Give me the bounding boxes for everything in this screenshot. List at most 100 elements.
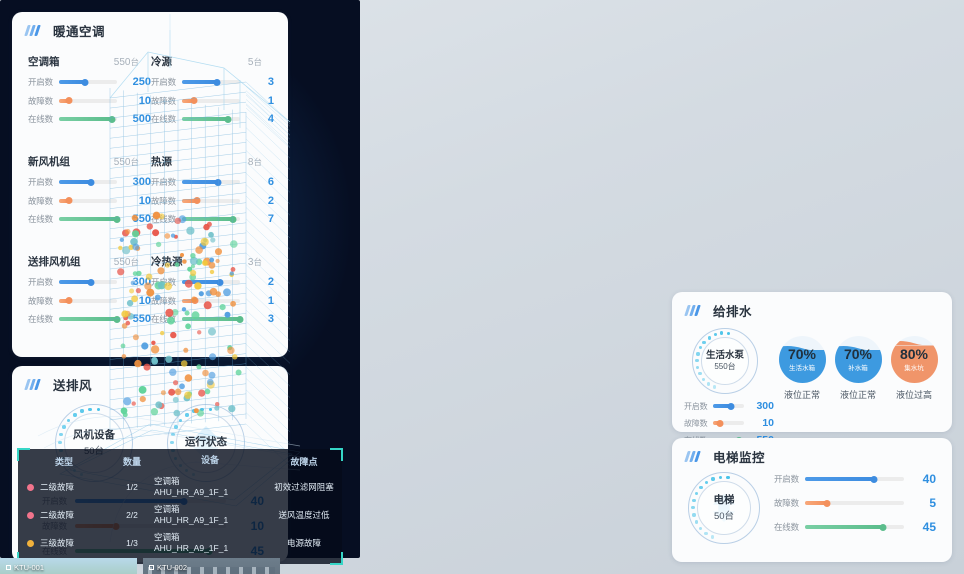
metric-track[interactable] [182,215,240,223]
metric-label: 在线数 [28,114,53,124]
metric-value: 5 [929,496,936,510]
metric-knob[interactable] [81,78,89,86]
metric-knob[interactable] [87,178,95,186]
metric-track[interactable] [805,523,904,531]
severity-dot-icon [27,483,34,491]
metric-track[interactable] [713,402,744,410]
metric-value: 300 [756,400,774,412]
metric-knob[interactable] [214,178,222,186]
metric-knob[interactable] [113,315,121,323]
metric-knob[interactable] [823,499,831,507]
camera-cell[interactable]: KTU-002地下室机房15:20:30 [143,558,280,574]
metric-track[interactable] [59,178,117,186]
metric-knob[interactable] [65,97,73,104]
hvac-group-total: 550台 [113,157,139,168]
metric-knob[interactable] [727,402,735,410]
metric-fill [182,280,220,284]
gauge-label: 补水箱 [848,365,868,372]
metric-knob[interactable] [65,297,73,304]
alarm-quantity: 1/2 [126,482,138,492]
metric-track[interactable] [59,115,117,123]
metric-track[interactable] [59,78,117,86]
elevator-panel: 电梯监控 电梯 50台 开启数 40 故障数 5 在线数 45 [672,438,952,562]
metric-knob[interactable] [213,78,221,86]
metric-knob[interactable] [870,475,878,483]
metric-track[interactable] [182,178,240,186]
metric-value: 3 [267,313,274,325]
metric-label: 故障数 [28,295,53,306]
ring-outer-border [692,328,758,394]
metric-track[interactable] [59,97,117,104]
metric-label: 开启数 [28,177,53,187]
camera-grid: KTU-001屋顶机房15:20:30KTU-002地下室机房15:20:30K… [0,558,280,574]
metric-label: 故障数 [28,195,53,206]
alarm-row[interactable]: 二级故障 1/2 空调箱 AHU_HR_A9_1F_1 初效过滤网阻塞 [18,473,342,501]
gauge-percent: 80% [899,346,929,362]
metric-row-online: 在线数 7 [151,213,274,225]
water-panel-title: 给排水 [713,305,753,319]
hvac-panel-header: 暖通空调 [12,12,288,44]
metric-track[interactable] [59,215,121,223]
corner-marker [330,552,343,565]
metric-track[interactable] [182,78,240,86]
metric-label: 在线数 [774,522,799,532]
hvac-group-total: 3台 [247,257,262,268]
metric-knob[interactable] [224,115,232,123]
metric-fill [59,217,117,221]
metric-track[interactable] [182,197,240,204]
metric-fill [59,298,70,303]
alarm-row[interactable]: 三级故障 1/3 空调箱 AHU_HR_A9_1F_1 电源故障 [18,529,342,557]
metric-knob[interactable] [216,278,224,286]
metric-row-on: 开启数 250 [28,76,151,88]
gauge-status: 液位正常 [839,390,876,400]
metric-track[interactable] [805,475,904,483]
metric-knob[interactable] [65,197,73,204]
metric-knob[interactable] [236,315,244,323]
metric-track[interactable] [182,315,244,323]
metric-track[interactable] [182,97,240,104]
metric-knob[interactable] [108,115,116,123]
hvac-group: 冷源 5台 开启数 3 故障数 1 在线数 4 [151,48,274,148]
metric-label: 在线数 [28,314,53,324]
metric-value: 10 [138,294,151,307]
building-3d-view[interactable]: 类型 数量 设备 故障点 二级故障 1/2 空调箱 AHU_HR_A9_1F_1 初效过… [0,0,360,565]
metric-value: 3 [267,76,274,88]
metric-knob[interactable] [193,197,200,204]
metric-track[interactable] [59,197,117,204]
metric-knob[interactable] [113,215,121,223]
fan-status-label: 运行状态 [185,436,227,449]
bars-icon [684,451,704,462]
metric-track[interactable] [805,499,904,507]
hvac-group-head: 热源 8台 [151,154,274,169]
gauge-status: 液位过高 [895,390,932,400]
metric-knob[interactable] [229,215,237,223]
metric-knob[interactable] [87,278,95,286]
gauge-percent: 70% [843,346,873,362]
metric-track[interactable] [59,278,117,286]
water-gauge: 80% 集水坑 液位过高 [886,336,942,451]
metric-value: 1 [267,294,274,307]
updown-arrow-icon [713,494,735,522]
alarm-device: 空调箱 AHU_HR_A9_1F_1 [154,504,229,525]
metric-knob[interactable] [879,523,887,531]
metric-label: 故障数 [684,418,708,428]
metric-knob[interactable] [716,419,724,427]
metric-track[interactable] [713,419,744,427]
metric-track[interactable] [182,278,240,286]
metric-track[interactable] [59,297,117,304]
severity-dot-icon [27,511,34,519]
hvac-group-head: 冷源 5台 [151,54,274,69]
metric-knob[interactable] [190,97,198,104]
ring-dot-arc [691,475,757,541]
metric-row-fault: 故障数 1 [151,95,274,107]
metric-track[interactable] [59,315,121,323]
hvac-group-total: 5台 [247,57,262,68]
water-gauge: 70% 生活水箱 液位正常 [774,336,830,451]
alarm-quantity: 1/3 [126,538,138,548]
camera-cell[interactable]: KTU-001屋顶机房15:20:30 [0,558,137,574]
metric-label: 开启数 [28,77,53,87]
ring-inner-circle: 生活水泵 550台 [701,337,749,385]
alarm-row[interactable]: 二级故障 2/2 空调箱 AHU_HR_A9_1F_1 送风温度过低 [18,501,342,529]
